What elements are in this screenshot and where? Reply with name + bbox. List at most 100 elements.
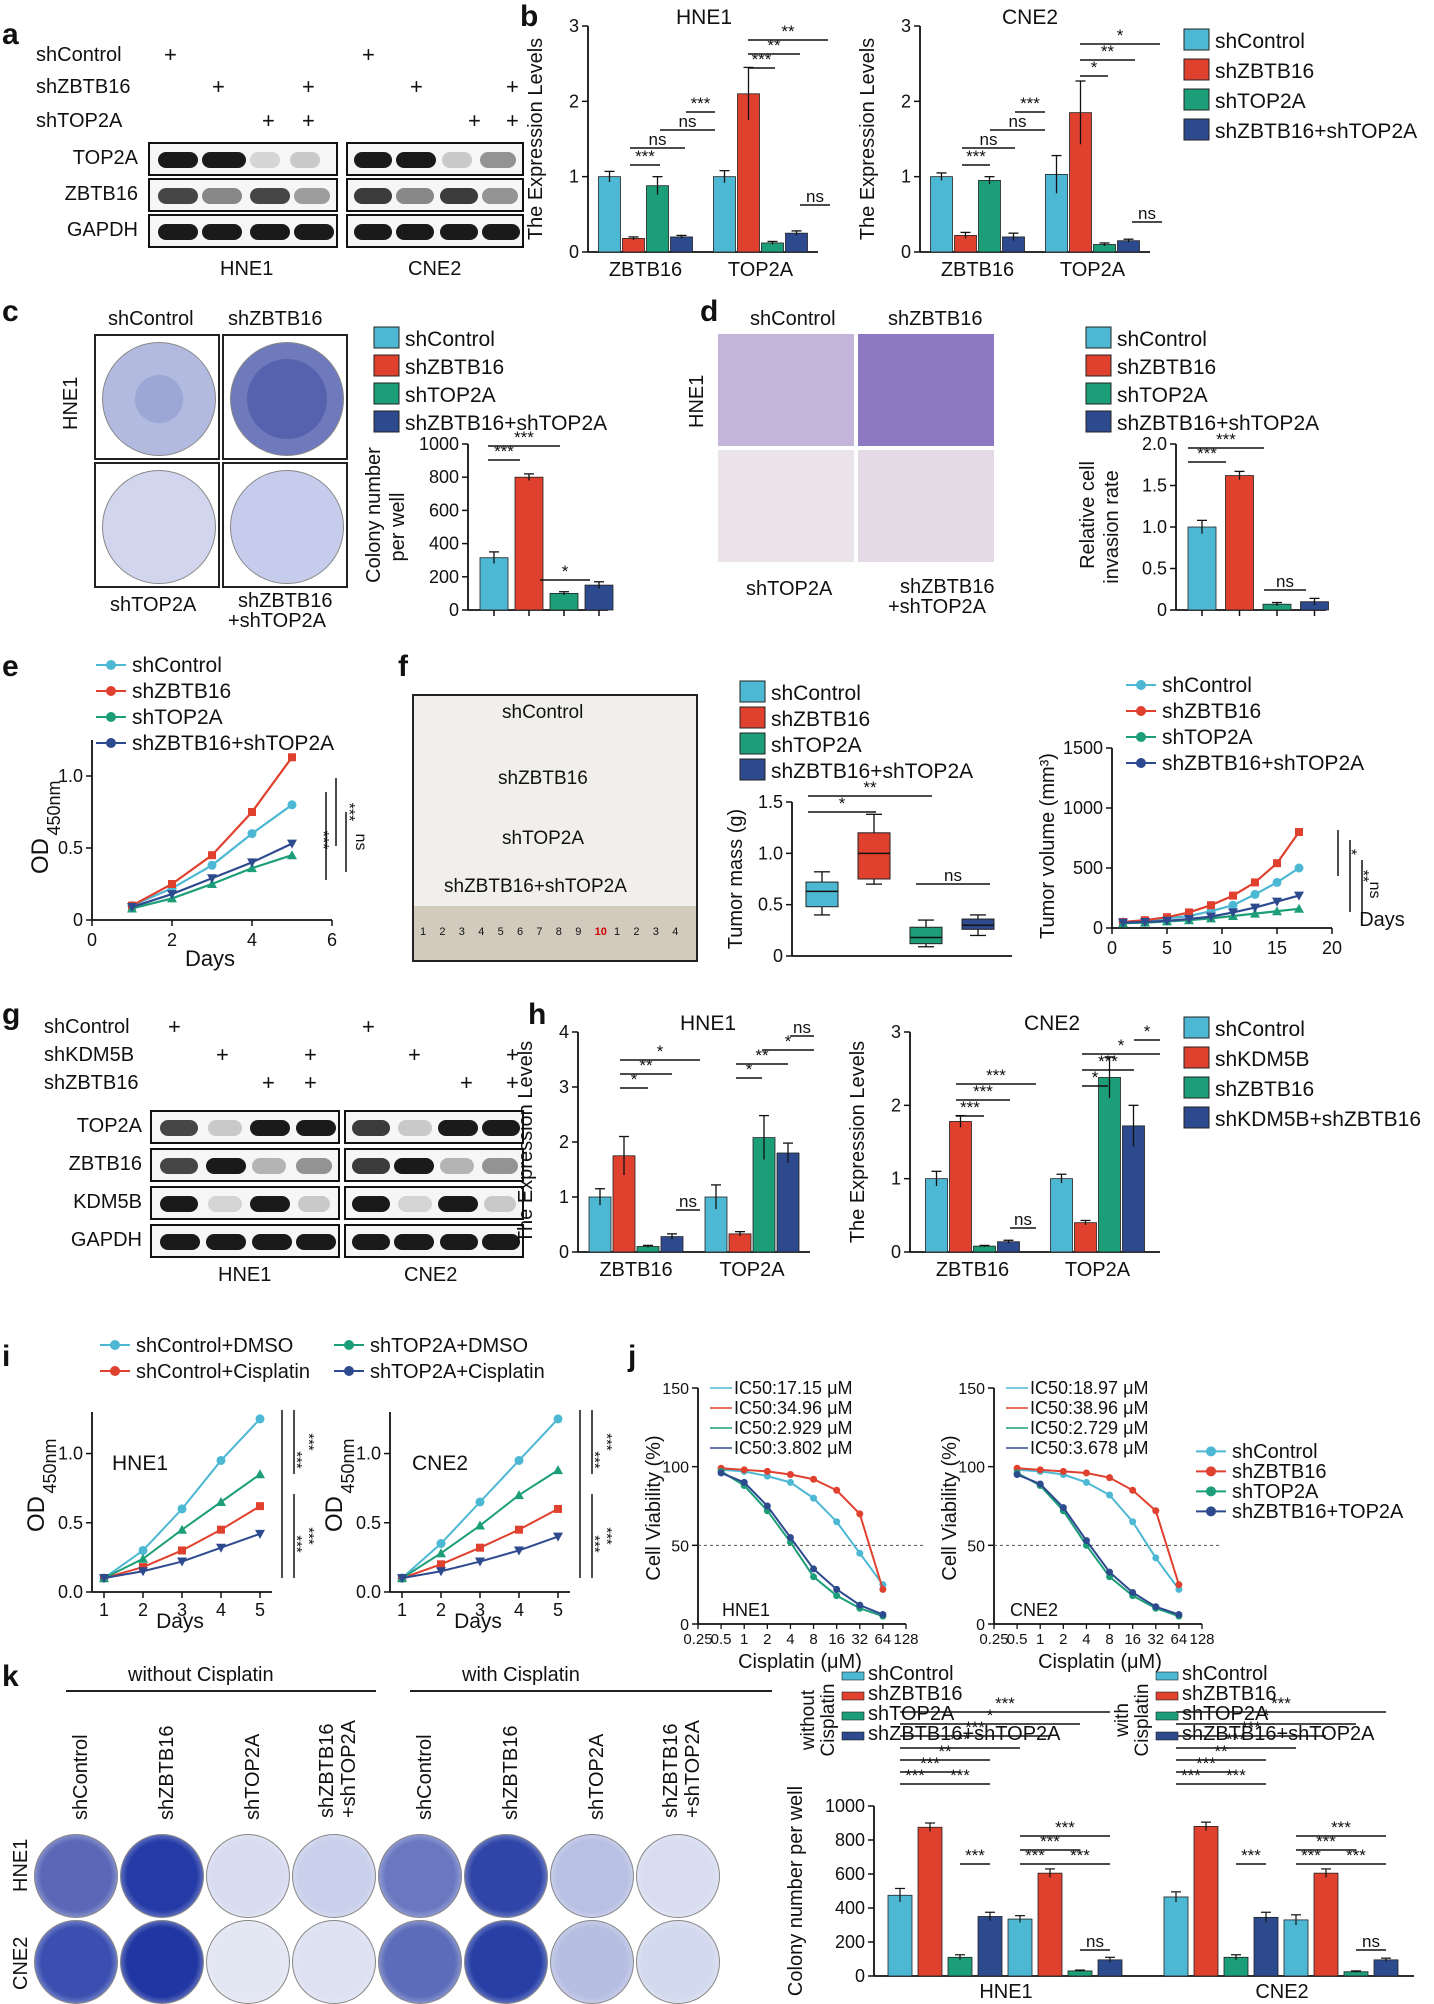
- data-point: [856, 1549, 864, 1557]
- panel-label-d: d: [700, 295, 719, 328]
- significance-label: ***: [586, 1451, 603, 1469]
- significance-label: ***: [965, 1718, 985, 1737]
- data-point: [436, 1539, 446, 1549]
- colony-dish: [464, 1834, 548, 1918]
- data-point: [740, 1466, 748, 1474]
- b-legend-item: shControl: [1215, 30, 1305, 53]
- blot-g-row-shcontrol: shControl: [44, 1016, 130, 1038]
- band: [296, 1234, 336, 1250]
- plus-sign: +: [408, 1042, 421, 1067]
- legend-swatch: [1183, 1106, 1210, 1129]
- blot-g-hne1-top2a: [150, 1110, 340, 1144]
- h-legend-item: shZBTB16: [1215, 1078, 1314, 1101]
- ic50-label: IC50:34.96 μM: [734, 1398, 852, 1418]
- f-legend-item: shZBTB16: [771, 708, 870, 731]
- significance-label: ***: [635, 147, 655, 166]
- data-point: [1141, 916, 1149, 925]
- blot-a-label-zbtb16: ZBTB16: [64, 183, 138, 205]
- data-point: [763, 1507, 771, 1515]
- blot-a-label-top2a: TOP2A: [72, 147, 138, 169]
- f-photo-label-shcontrol: shControl: [502, 702, 584, 723]
- k-legend-item: shControl: [1182, 1663, 1268, 1685]
- data-point: [248, 808, 256, 816]
- k-legend-item: shZBTB16: [868, 1683, 962, 1705]
- y-tick-label: 100: [958, 1460, 985, 1477]
- legend-swatch: [1183, 1076, 1210, 1099]
- k-legend-title: Cisplatin: [818, 1684, 839, 1757]
- f-vol-legend-item: shZBTB16+shTOP2A: [1162, 752, 1364, 775]
- bar-shControl: [713, 176, 736, 253]
- y-tick-label: 0: [449, 600, 459, 620]
- x-axis-label: Days: [156, 1610, 204, 1633]
- series-line-shControl+DMSO: [401, 1418, 559, 1579]
- significance-label: *: [1263, 1706, 1270, 1725]
- data-point: [810, 1475, 818, 1483]
- data-point: [856, 1510, 864, 1518]
- bar-shZBTB16+shTOP2A: [1002, 236, 1025, 253]
- significance-label: ***: [1346, 1846, 1366, 1865]
- band: [202, 188, 242, 204]
- data-point: [1106, 1568, 1114, 1576]
- x-tick-label: 5: [1162, 938, 1172, 958]
- significance-label: *: [562, 562, 569, 581]
- legend-swatch: [1155, 1731, 1179, 1741]
- data-point: [1106, 1491, 1114, 1499]
- data-point: [1129, 1592, 1137, 1600]
- bar-shControl: [925, 1178, 948, 1253]
- data-point: [717, 1469, 725, 1477]
- data-point: [168, 880, 176, 888]
- data-point: [1152, 1604, 1160, 1612]
- significance-label: ***: [1040, 1832, 1060, 1851]
- data-point: [763, 1472, 771, 1480]
- y-tick-label: 150: [958, 1381, 985, 1398]
- y-tick-label: 0.5: [1142, 559, 1167, 579]
- x-tick-label: 3: [475, 1600, 485, 1620]
- data-point: [1206, 912, 1216, 922]
- data-point: [1059, 1471, 1067, 1479]
- x-axis-label: Cisplatin (μM): [1038, 1651, 1162, 1673]
- x-tick-label: 4: [786, 1631, 794, 1648]
- data-point: [1272, 906, 1282, 916]
- data-point: [810, 1573, 818, 1581]
- bar-shControl: [704, 1196, 728, 1253]
- data-point: [436, 1567, 446, 1577]
- blot-g-label-kdm5b: KDM5B: [73, 1191, 142, 1213]
- series-line-shZBTB16+shTOP2A: [131, 842, 293, 909]
- blot-a-row-shtop2a: shTOP2A: [36, 110, 123, 132]
- plus-sign: +: [506, 1042, 519, 1067]
- x-axis-label: Days: [185, 946, 235, 971]
- significance-label: *: [746, 1060, 753, 1079]
- data-point: [216, 1543, 226, 1553]
- y-tick-label: 1.5: [758, 792, 783, 812]
- data-point: [1119, 918, 1127, 926]
- f-vol-legend-item: shZBTB16: [1162, 700, 1261, 723]
- y-tick-label: 1.5: [1142, 476, 1167, 496]
- plus-sign: +: [304, 1042, 317, 1067]
- bar-shZBTB16: [622, 238, 645, 253]
- data-point: [288, 753, 296, 762]
- y-axis-label: Tumor mass (g): [725, 809, 747, 949]
- y-tick-label: 1.0: [758, 843, 783, 863]
- significance-label: ***: [598, 1433, 615, 1451]
- data-point: [763, 1467, 771, 1475]
- colony-dish: [230, 342, 344, 456]
- series-line-shZBTB16: [721, 1467, 884, 1590]
- e-legend-item: shControl: [132, 654, 222, 677]
- y-tick-label: 400: [429, 534, 459, 554]
- series-line-shControl: [131, 803, 293, 907]
- data-point: [247, 863, 257, 873]
- data-point: [740, 1467, 748, 1475]
- data-point: [1152, 1507, 1160, 1515]
- d-label-shzbtb16-2: shZBTB16: [900, 576, 995, 598]
- x-tick-label: 3: [177, 1600, 187, 1620]
- series-line-shTOP2A: [1122, 907, 1300, 925]
- data-point: [208, 851, 216, 860]
- j-legend-item: shZBTB16: [1232, 1461, 1326, 1483]
- blot-g-row-shkdm5b: shKDM5B: [44, 1044, 135, 1066]
- series-line-shZBTB16: [1017, 1467, 1180, 1585]
- bar-without Cisplatin shControl: [887, 1894, 913, 1977]
- series-line-shTOP2A+Cisplatin: [401, 1535, 559, 1580]
- legend-marker: [106, 660, 116, 670]
- series-line-shControl+DMSO: [103, 1418, 261, 1579]
- plus-sign: +: [302, 108, 315, 133]
